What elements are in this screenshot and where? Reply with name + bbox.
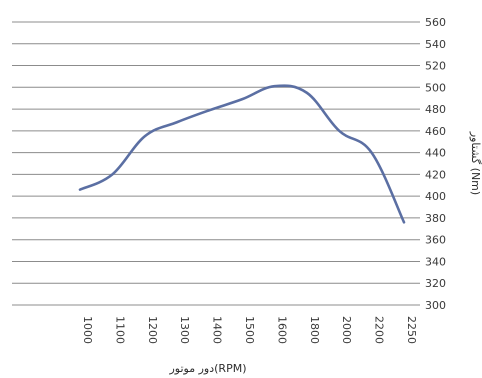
y-tick-label: 320 <box>425 277 446 290</box>
y-tick-label: 560 <box>425 16 446 29</box>
x-tick-label: 1600 <box>275 316 288 344</box>
y-tick-label: 300 <box>425 299 446 312</box>
x-tick-label: 1800 <box>308 316 321 344</box>
y-tick-label: 460 <box>425 125 446 138</box>
series-line <box>78 84 406 224</box>
x-tick-label: 1200 <box>146 316 159 344</box>
x-tick-label: 1500 <box>243 316 256 344</box>
y-tick-label: 340 <box>425 255 446 268</box>
x-tick-label: 1100 <box>113 316 126 344</box>
y-tick-label: 520 <box>425 60 446 73</box>
y-tick-label: 380 <box>425 212 446 225</box>
y-tick-label: 480 <box>425 103 446 116</box>
x-tick-label: 1400 <box>211 316 224 344</box>
y-tick-label: 440 <box>425 147 446 160</box>
y-tick-label: 500 <box>425 81 446 94</box>
x-tick-label: 1000 <box>81 316 94 344</box>
y-axis-title: گشتاور (Nm) <box>469 131 482 195</box>
x-axis-ticks: 1000 1100 1200 1300 1400 1500 1600 1800 2000 2200… <box>81 316 418 344</box>
x-tick-label: 2000 <box>340 316 353 344</box>
x-axis-title: دور موتور(RPM) <box>168 362 246 375</box>
x-tick-label: 2200 <box>373 316 386 344</box>
y-tick-label: 400 <box>425 190 446 203</box>
x-tick-label: 1300 <box>178 316 191 344</box>
y-axis-ticks: 300 320 340 360 380 400 420 440 460 480 500 520 540 5… <box>425 16 446 312</box>
y-tick-label: 360 <box>425 234 446 247</box>
gridlines <box>12 21 420 306</box>
y-tick-label: 540 <box>425 38 446 51</box>
x-tick-label: 2250 <box>405 316 418 344</box>
y-tick-label: 420 <box>425 168 446 181</box>
